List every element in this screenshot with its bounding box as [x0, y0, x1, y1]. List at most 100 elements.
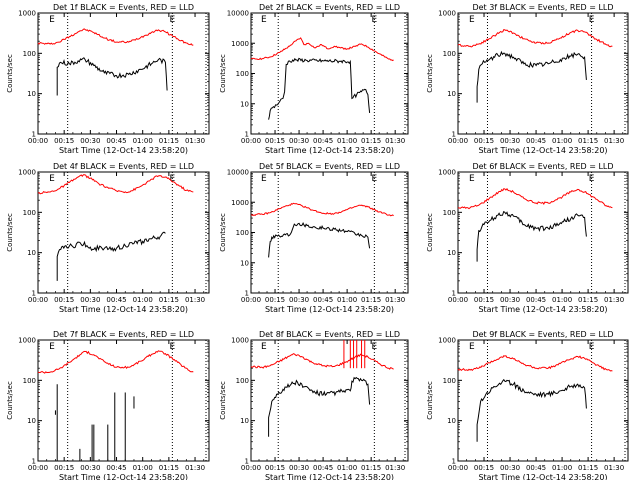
events-series-line	[268, 57, 371, 120]
y-tick-label: 1000	[18, 337, 36, 345]
x-tick-label: 00:30	[80, 296, 100, 304]
e-marker: E	[170, 342, 176, 352]
x-tick-label: 00:45	[106, 137, 126, 145]
x-tick-label: 01:15	[578, 464, 598, 472]
x-tick-label: 01:00	[133, 137, 153, 145]
e-marker: E	[261, 15, 267, 25]
x-tick-label: 00:15	[265, 464, 285, 472]
lld-series-line	[457, 355, 613, 372]
x-tick-label: 00:15	[265, 137, 285, 145]
x-tick-label: 01:00	[552, 296, 572, 304]
x-tick-label: 01:00	[133, 296, 153, 304]
x-tick-label: 01:30	[604, 464, 624, 472]
detector-panel-9: Det 9f BLACK = Events, RED = LLD Counts/s…	[426, 330, 629, 480]
plot-frame	[37, 12, 210, 135]
y-tick-label: 10	[27, 249, 36, 257]
y-axis-label: Counts/sec	[219, 213, 227, 252]
x-tick-label: 01:00	[552, 464, 572, 472]
lld-series-line	[250, 37, 394, 62]
x-axis-label: Start Time (12-Oct-14 23:58:20)	[265, 146, 394, 155]
e-marker: E	[589, 342, 595, 352]
e-marker: E	[589, 15, 595, 25]
x-tick-label: 01:15	[159, 296, 179, 304]
events-series-line	[56, 231, 166, 281]
x-tick-label: 00:00	[448, 464, 468, 472]
lld-series-line	[250, 353, 394, 370]
panel-title: Det 3f BLACK = Events, RED = LLD	[472, 3, 613, 12]
x-tick-label: 01:00	[337, 137, 357, 145]
y-tick-label: 100	[443, 50, 456, 58]
plot-frame	[37, 339, 210, 462]
x-tick-label: 00:00	[28, 137, 48, 145]
y-tick-label: 100	[236, 377, 249, 385]
detector-panel-7: Det 7f BLACK = Events, RED = LLD Counts/s…	[6, 330, 210, 480]
y-tick-label: 1000	[438, 337, 456, 345]
x-tick-label: 00:15	[54, 137, 74, 145]
panel-title: Det 6f BLACK = Events, RED = LLD	[472, 162, 613, 171]
x-tick-label: 00:30	[289, 296, 309, 304]
y-tick-label: 10	[27, 417, 36, 425]
x-tick-label: 01:00	[133, 464, 153, 472]
plot-frame	[457, 12, 629, 135]
plot-frame	[457, 171, 629, 294]
x-tick-label: 00:30	[80, 464, 100, 472]
plot-frame	[250, 339, 409, 462]
y-tick-label: 1	[32, 131, 36, 139]
x-tick-label: 00:45	[526, 464, 546, 472]
x-axis-label: Start Time (12-Oct-14 23:58:20)	[59, 473, 188, 480]
x-tick-label: 00:00	[28, 464, 48, 472]
x-tick-label: 00:15	[54, 296, 74, 304]
x-axis-label: Start Time (12-Oct-14 23:58:20)	[478, 146, 607, 155]
x-tick-label: 01:30	[604, 296, 624, 304]
x-axis-label: Start Time (12-Oct-14 23:58:20)	[478, 305, 607, 314]
y-axis-label: Counts/sec	[426, 381, 434, 420]
y-tick-label: 1	[245, 290, 249, 298]
x-tick-label: 01:30	[604, 137, 624, 145]
detector-panel-1: Det 1f BLACK = Events, RED = LLD Counts/s…	[6, 3, 210, 155]
panel-title: Det 1f BLACK = Events, RED = LLD	[53, 3, 194, 12]
x-tick-label: 01:15	[361, 296, 381, 304]
plot-frame	[457, 339, 629, 462]
x-tick-label: 00:45	[526, 296, 546, 304]
x-tick-label: 00:00	[28, 296, 48, 304]
e-marker: E	[261, 342, 267, 352]
y-tick-label: 1000	[18, 169, 36, 177]
x-tick-label: 00:45	[106, 464, 126, 472]
y-tick-label: 1000	[18, 10, 36, 18]
y-tick-label: 1	[452, 458, 456, 466]
y-tick-label: 1000	[231, 40, 249, 48]
x-tick-label: 00:45	[106, 296, 126, 304]
x-tick-label: 00:00	[448, 137, 468, 145]
events-series-line	[476, 210, 587, 262]
panel-title: Det 9f BLACK = Events, RED = LLD	[472, 330, 613, 339]
x-tick-label: 00:30	[289, 137, 309, 145]
x-tick-label: 00:15	[54, 464, 74, 472]
x-tick-label: 00:15	[474, 296, 494, 304]
y-tick-label: 1000	[438, 10, 456, 18]
x-tick-label: 01:30	[185, 464, 205, 472]
y-axis-label: Counts/sec	[219, 381, 227, 420]
panel-title: Det 5f BLACK = Events, RED = LLD	[259, 162, 400, 171]
x-tick-label: 00:45	[313, 137, 333, 145]
x-tick-label: 00:00	[241, 464, 261, 472]
x-axis-label: Start Time (12-Oct-14 23:58:20)	[265, 305, 394, 314]
e-marker: E	[469, 174, 475, 184]
e-marker: E	[372, 342, 378, 352]
detector-panel-6: Det 6f BLACK = Events, RED = LLD Counts/s…	[426, 162, 629, 314]
lld-series-line	[250, 202, 394, 217]
x-tick-label: 01:15	[361, 137, 381, 145]
y-tick-label: 10	[240, 417, 249, 425]
events-series-line	[476, 50, 587, 103]
y-tick-label: 10	[27, 90, 36, 98]
e-marker: E	[589, 174, 595, 184]
x-tick-label: 01:00	[552, 137, 572, 145]
x-tick-label: 00:15	[474, 137, 494, 145]
y-axis-label: Counts/sec	[426, 213, 434, 252]
y-axis-label: Counts/sec	[426, 54, 434, 93]
x-tick-label: 00:15	[265, 296, 285, 304]
plot-frame	[250, 171, 409, 294]
x-tick-label: 00:30	[289, 464, 309, 472]
x-tick-label: 01:30	[185, 296, 205, 304]
e-marker: E	[49, 15, 55, 25]
detector-panel-4: Det 4f BLACK = Events, RED = LLD Counts/s…	[6, 162, 210, 314]
